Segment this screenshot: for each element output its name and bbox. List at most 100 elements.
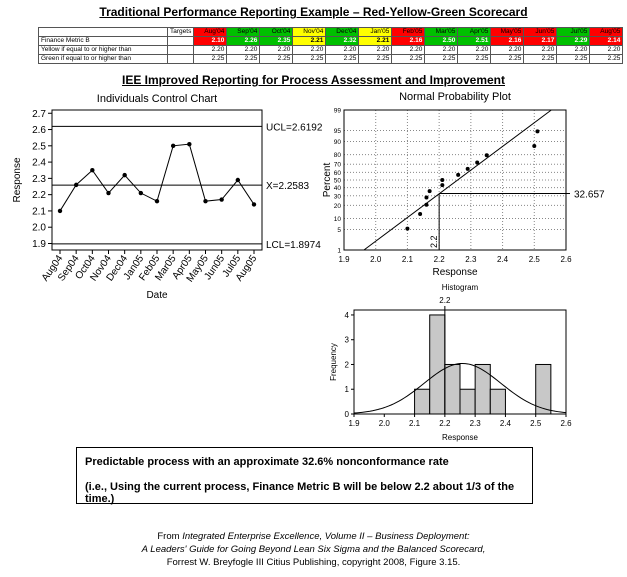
control-chart-point [90, 168, 95, 173]
probability-plot-point [532, 143, 537, 148]
probability-plot-ytick-label: 60 [334, 170, 342, 177]
histogram-bar [535, 363, 552, 415]
control-chart-ytick-label: 2.1 [32, 206, 46, 217]
probability-plot-xtick-label: 2.2 [434, 255, 446, 264]
control-chart-ytick-label: 2.4 [32, 158, 46, 169]
histogram-bar [489, 388, 506, 415]
probability-plot-point [427, 189, 432, 194]
control-chart-ytick-label: 2.6 [32, 125, 46, 136]
section-subtitle: IEE Improved Reporting for Process Asses… [122, 73, 505, 87]
histogram-bar [414, 388, 431, 415]
control-chart-point [251, 202, 257, 207]
probability-plot-point [440, 183, 445, 188]
scorecard-row: Green if equal to or higher than 2.25 2.25… [38, 54, 624, 64]
probability-plot-point [465, 166, 470, 171]
histogram-xtick-label: 2.6 [560, 419, 572, 428]
scorecard-row: Finance Metric B 2.10 2.26 2.35 2.21 2.32 2.21… [38, 36, 624, 46]
probability-plot-point [535, 129, 540, 134]
probability-plot-title: Normal Probability Plot [399, 91, 511, 103]
probability-plot-point [475, 160, 480, 165]
citation-line-1: From Integrated Enterprise Excellence, V… [0, 531, 627, 542]
control-chart-point [73, 182, 79, 188]
histogram-bar [459, 388, 476, 415]
conclusion-box: Predictable process with an approximate … [76, 447, 533, 505]
probability-plot-fit-line [363, 109, 552, 251]
scorecard-row: Yellow if equal to or higher than 2.20 2.2… [38, 45, 624, 55]
probability-plot-xtick-label: 1.9 [338, 255, 350, 264]
control-chart-point [57, 208, 63, 214]
probability-plot-point [440, 178, 445, 182]
histogram-bar [444, 363, 461, 415]
histogram-xtick-label: 2.0 [379, 419, 391, 428]
control-chart-point [219, 197, 224, 202]
probability-plot-ytick-label: 50 [334, 178, 342, 185]
control-chart-point [170, 143, 176, 149]
probability-plot-xlabel: Response [432, 267, 477, 278]
citation-prefix: From [157, 531, 183, 542]
probability-plot-point [418, 212, 423, 217]
histogram-ytick-label: 2 [345, 360, 350, 369]
histogram-ylabel: Frequency [329, 343, 338, 381]
scorecard-table: Targets Aug'04 Sep'04 Oct'04 Nov'04 Dec'04 Jan… [38, 27, 624, 64]
control-chart-center-label: X=2.2583 [266, 181, 310, 192]
control-chart-ytick-label: 2.0 [32, 223, 46, 234]
control-chart-ytick-label: 2.3 [32, 174, 46, 185]
control-chart-ytick-label: 2.5 [32, 141, 46, 152]
histogram-xlabel: Response [442, 433, 479, 442]
probability-plot-point [456, 172, 461, 177]
probability-plot-ytick-label: 40 [334, 185, 342, 192]
probability-plot-ytick-label: 70 [334, 162, 342, 169]
control-chart-point [106, 190, 111, 196]
histogram-xtick-label: 1.9 [348, 419, 360, 428]
control-chart-ytick-label: 2.2 [32, 190, 46, 201]
histogram-xtick-label: 2.2 [439, 419, 451, 428]
histogram-ytick-label: 0 [345, 410, 350, 419]
citation-line-3: Forrest W. Breyfogle III Citius Publishi… [166, 557, 461, 568]
histogram-xtick-label: 2.3 [470, 419, 482, 428]
control-chart-xlabel: Date [146, 290, 168, 301]
probability-plot-point [424, 202, 429, 207]
control-chart-point [235, 177, 241, 183]
probability-plot-xtick-label: 2.5 [529, 255, 541, 264]
control-chart-ytick-label: 1.9 [32, 239, 46, 250]
control-chart-point [187, 141, 192, 147]
probability-plot-reference-x-label: 2.2 [429, 235, 439, 248]
probability-plot-ytick-label: 90 [334, 139, 342, 146]
probability-plot-ytick-label: 80 [334, 152, 342, 159]
probability-plot-xtick-label: 2.1 [402, 255, 414, 264]
probability-plot-xtick-label: 2.3 [465, 255, 477, 264]
probability-plot-ytick-label: 5 [337, 227, 341, 234]
conclusion-line-2: (i.e., Using the current process, Financ… [85, 481, 515, 505]
histogram-xtick-label: 2.4 [500, 419, 512, 428]
histogram-ytick-label: 1 [345, 385, 350, 394]
control-chart-point [122, 172, 127, 178]
histogram-ytick-label: 4 [345, 311, 350, 320]
control-chart-ytick-label: 2.7 [32, 109, 46, 120]
control-chart-point [154, 198, 160, 204]
control-chart-point [138, 190, 144, 196]
histogram-xtick-label: 2.1 [409, 419, 421, 428]
histogram-reference-label: 2.2 [439, 296, 451, 305]
control-chart-point [203, 198, 208, 204]
conclusion-line-1: Predictable process with an approximate … [85, 456, 449, 468]
page-title: Traditional Performance Reporting Exampl… [99, 5, 528, 19]
citation-line-2: A Leaders' Guide for Going Beyond Lean S… [141, 544, 486, 555]
histogram-normal-curve [353, 362, 567, 414]
histogram-bar [474, 363, 491, 415]
histogram-xtick-label: 2.5 [530, 419, 542, 428]
histogram-ytick-label: 3 [345, 336, 350, 345]
probability-plot-ytick-label: 95 [334, 128, 342, 135]
probability-plot-ylabel: Percent [322, 163, 333, 198]
scorecard-target-cell [166, 54, 195, 64]
control-chart-ylabel: Response [12, 157, 23, 202]
probability-plot-xtick-label: 2.4 [497, 255, 509, 264]
probability-plot-xtick-label: 2.0 [370, 255, 382, 264]
histogram-bar [429, 314, 446, 415]
control-chart-lcl-label: LCL=1.8974 [266, 240, 321, 251]
probability-plot-frame [343, 109, 567, 251]
probability-plot-reference-percent-label: 32.657 [574, 190, 605, 201]
probability-plot-ytick-label: 1 [337, 248, 341, 255]
probability-plot-ytick-label: 99 [334, 108, 342, 115]
probability-plot-ytick-label: 30 [334, 193, 342, 200]
